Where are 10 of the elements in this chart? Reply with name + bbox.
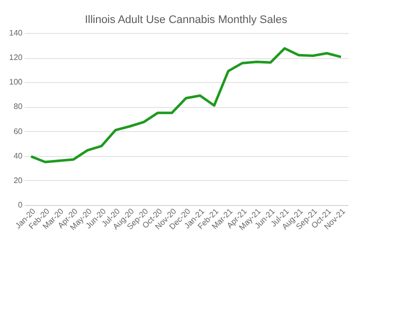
y-tick-label: 0 xyxy=(18,200,24,210)
y-tick-label: 120 xyxy=(9,53,24,62)
y-tick-label: 140 xyxy=(9,28,24,38)
y-tick-label: 80 xyxy=(14,102,24,112)
line-series xyxy=(30,47,342,164)
y-tick-label: 40 xyxy=(14,151,24,160)
chart-title: Illinois Adult Use Cannabis Monthly Sales xyxy=(84,14,288,26)
y-tick-label: 60 xyxy=(14,126,24,136)
y-tick-label: 20 xyxy=(14,176,24,185)
y-tick-label: 100 xyxy=(9,78,24,87)
